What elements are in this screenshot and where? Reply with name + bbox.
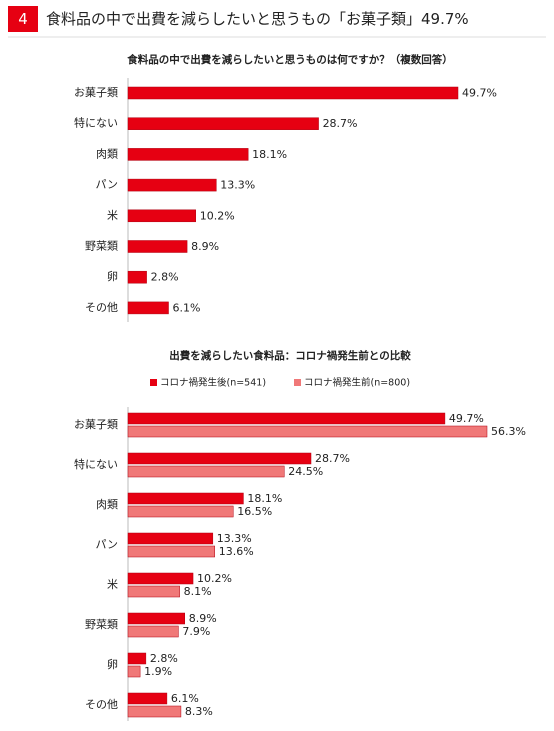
category-label: お菓子類 bbox=[74, 86, 118, 99]
value-label: 7.9% bbox=[182, 625, 210, 638]
value-label: 8.9% bbox=[189, 612, 217, 625]
category-label: 卵 bbox=[107, 658, 118, 671]
value-label: 13.6% bbox=[219, 545, 254, 558]
value-label: 10.2% bbox=[197, 572, 232, 585]
value-label: 13.3% bbox=[217, 532, 252, 545]
bar bbox=[127, 572, 194, 585]
category-label: 野菜類 bbox=[85, 240, 118, 253]
badge-number: 4 bbox=[18, 10, 28, 28]
bar bbox=[127, 209, 196, 223]
category-label: 特にない bbox=[74, 116, 118, 130]
bar bbox=[127, 452, 312, 465]
bar bbox=[127, 705, 182, 718]
bar bbox=[127, 612, 186, 625]
bar bbox=[127, 585, 180, 598]
value-label: 56.3% bbox=[491, 425, 526, 438]
bar bbox=[127, 412, 446, 425]
chart-title: 食料品の中で出費を減らしたいと思うものは何ですか？（複数回答） bbox=[126, 53, 453, 66]
bar bbox=[127, 492, 244, 505]
bar bbox=[127, 270, 147, 284]
bar bbox=[127, 178, 217, 192]
bar bbox=[127, 652, 147, 665]
bar bbox=[127, 117, 319, 130]
category-label: お菓子類 bbox=[74, 418, 118, 431]
value-label: 18.1% bbox=[247, 492, 282, 505]
legend-label: コロナ禍発生後(n=541) bbox=[160, 377, 266, 389]
category-label: 米 bbox=[107, 578, 118, 591]
legend-swatch bbox=[294, 379, 301, 386]
value-label: 18.1% bbox=[252, 148, 287, 161]
value-label: 10.2% bbox=[200, 209, 235, 222]
legend-label: コロナ禍発生前(n=800) bbox=[304, 377, 410, 389]
bar bbox=[127, 625, 179, 638]
value-label: 49.7% bbox=[462, 87, 497, 100]
bar bbox=[127, 148, 249, 161]
category-label: 特にない bbox=[74, 457, 118, 471]
bar bbox=[127, 665, 141, 678]
value-label: 24.5% bbox=[288, 465, 323, 478]
bar bbox=[127, 505, 234, 518]
category-label: パン bbox=[95, 178, 118, 191]
page-title: 食料品の中で出費を減らしたいと思うもの「お菓子類」49.7% bbox=[46, 10, 469, 28]
category-label: パン bbox=[95, 538, 118, 551]
value-label: 28.7% bbox=[315, 452, 350, 465]
value-label: 28.7% bbox=[323, 117, 358, 130]
category-label: 肉類 bbox=[96, 498, 118, 511]
bar bbox=[127, 532, 214, 545]
bar bbox=[127, 240, 188, 253]
value-label: 49.7% bbox=[449, 412, 484, 425]
bar bbox=[127, 301, 169, 315]
value-label: 8.3% bbox=[185, 705, 213, 718]
bar bbox=[127, 692, 168, 705]
category-label: 卵 bbox=[107, 270, 118, 283]
category-label: 肉類 bbox=[96, 147, 118, 160]
value-label: 1.9% bbox=[144, 665, 172, 678]
bar bbox=[127, 86, 459, 100]
bar bbox=[127, 465, 285, 478]
category-label: 米 bbox=[107, 209, 118, 222]
value-label: 13.3% bbox=[220, 179, 255, 192]
value-label: 8.1% bbox=[184, 585, 212, 598]
number-badge bbox=[8, 6, 38, 32]
category-label: その他 bbox=[85, 301, 118, 314]
category-label: 野菜類 bbox=[85, 618, 118, 631]
value-label: 2.8% bbox=[151, 271, 179, 284]
value-label: 16.5% bbox=[237, 505, 272, 518]
category-label: その他 bbox=[85, 698, 118, 711]
bar bbox=[127, 545, 215, 558]
bar bbox=[127, 425, 488, 438]
value-label: 8.9% bbox=[191, 240, 219, 253]
value-label: 6.1% bbox=[173, 301, 201, 314]
legend-swatch bbox=[150, 379, 157, 386]
chart-title: 出費を減らしたい食料品：コロナ禍発生前との比較 bbox=[169, 349, 411, 362]
value-label: 6.1% bbox=[171, 692, 199, 705]
value-label: 2.8% bbox=[150, 652, 178, 665]
